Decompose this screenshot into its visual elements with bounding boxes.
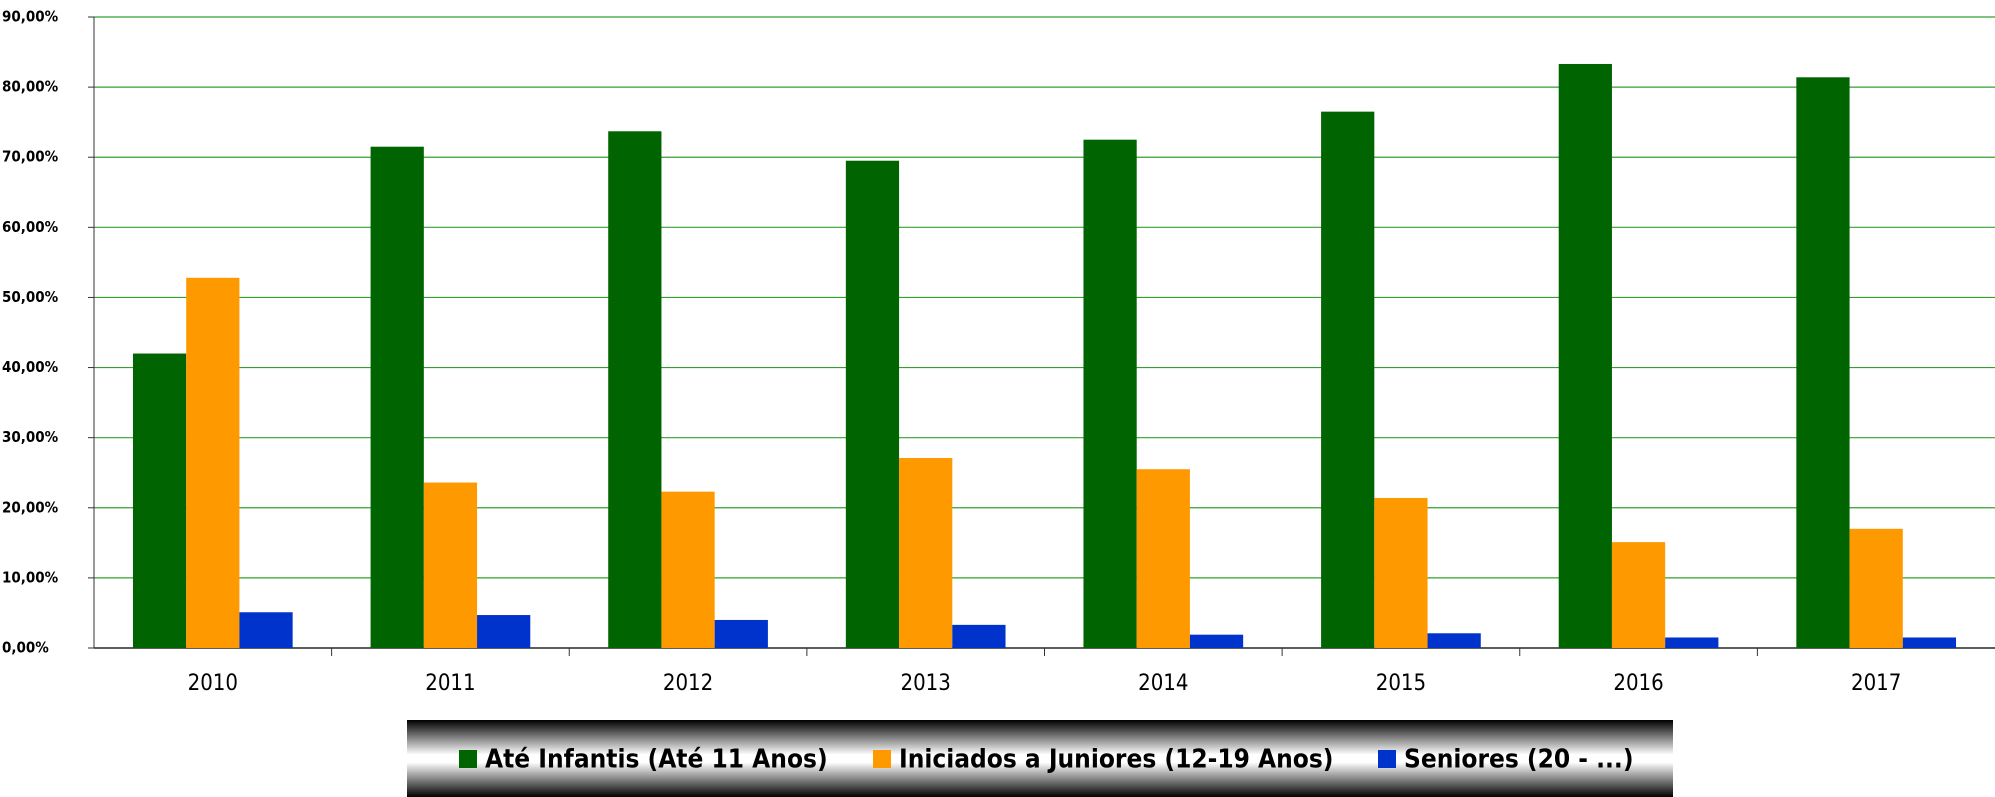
y-tick-label: 50,00%: [2, 288, 59, 306]
bar: [714, 619, 768, 648]
y-tick-label: 0,00%: [2, 639, 49, 657]
bar: [1796, 77, 1850, 649]
y-tick-label: 40,00%: [2, 358, 59, 376]
bar: [1902, 637, 1957, 648]
bar: [1611, 542, 1666, 648]
bar: [899, 457, 953, 648]
y-tick-label: 90,00%: [2, 8, 59, 26]
legend-label: Até Infantis (Até 11 Anos): [485, 745, 828, 775]
bar: [239, 612, 293, 648]
bar: [1665, 637, 1719, 648]
x-tick-label: 2010: [188, 671, 238, 696]
bar: [952, 624, 1006, 648]
bar: [132, 353, 187, 648]
bar: [1321, 111, 1375, 648]
y-tick-label: 70,00%: [2, 148, 59, 166]
x-tick-label: 2013: [901, 671, 951, 696]
legend-swatch: [459, 750, 477, 768]
bar: [477, 615, 531, 648]
legend-swatch: [873, 750, 891, 768]
x-tick-label: 2012: [663, 671, 713, 696]
x-tick-label: 2014: [1138, 671, 1188, 696]
bar: [661, 491, 715, 648]
bar: [1558, 63, 1612, 649]
bar: [1374, 497, 1428, 648]
legend-label: Seniores (20 - ...): [1404, 745, 1634, 775]
bar: [1083, 139, 1137, 648]
bar: [1849, 528, 1903, 648]
bar: [845, 160, 900, 648]
x-tick-label: 2017: [1851, 671, 1901, 696]
bar: [186, 277, 240, 648]
x-tick-label: 2015: [1376, 671, 1426, 696]
legend-label: Iniciados a Juniores (12-19 Anos): [899, 745, 1333, 775]
y-tick-label: 10,00%: [2, 568, 59, 586]
bar: [1427, 633, 1481, 648]
bar: [1136, 469, 1190, 648]
bar: [370, 146, 424, 648]
legend-swatch: [1378, 750, 1396, 768]
bar: [423, 482, 478, 648]
y-tick-label: 80,00%: [2, 78, 59, 96]
y-tick-label: 30,00%: [2, 428, 59, 446]
legend-box: [407, 720, 1673, 797]
bar: [608, 131, 662, 648]
y-tick-label: 60,00%: [2, 218, 59, 236]
bar: [1189, 634, 1244, 648]
x-tick-label: 2016: [1613, 671, 1663, 696]
x-tick-label: 2011: [425, 671, 475, 696]
y-tick-label: 20,00%: [2, 498, 59, 516]
